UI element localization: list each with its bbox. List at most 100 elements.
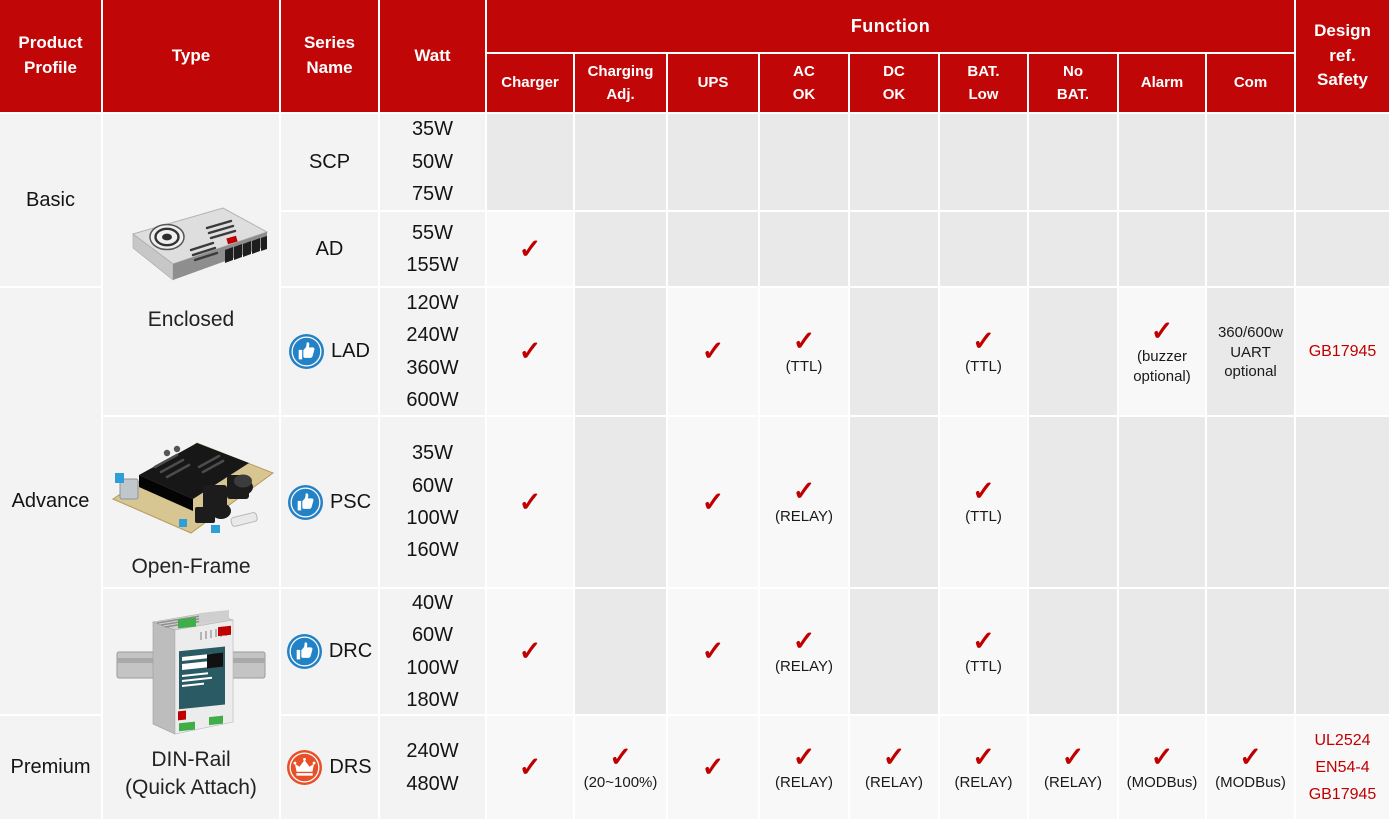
open-frame-psu-image bbox=[111, 442, 275, 534]
checkmark-icon: ✓ bbox=[1150, 315, 1174, 346]
series-label: AD bbox=[315, 237, 344, 260]
header-bat-low: BAT. Low bbox=[940, 54, 1027, 112]
checkmark-icon: ✓ bbox=[701, 486, 725, 517]
watt-ad: 55W 155W bbox=[380, 212, 485, 286]
series-lad: LAD bbox=[281, 288, 378, 415]
cell-scp-ac-ok bbox=[760, 114, 848, 210]
cell-drs-bat-low: ✓ (RELAY) bbox=[940, 716, 1027, 819]
checkmark-icon: ✓ bbox=[609, 741, 632, 772]
cell-lad-charger: ✓ bbox=[487, 288, 573, 415]
crown-icon bbox=[287, 750, 323, 785]
safety-drs: UL2524 EN54-4 GB17945 bbox=[1296, 716, 1389, 819]
checkmark-icon: ✓ bbox=[792, 476, 816, 507]
cell-drs-charging-adj: ✓ (20~100%) bbox=[575, 716, 666, 819]
cell-ad-ups bbox=[668, 212, 758, 286]
series-label: SCP bbox=[308, 150, 351, 173]
cell-psc-com bbox=[1207, 417, 1294, 587]
checkmark-icon: ✓ bbox=[972, 476, 995, 507]
cell-drc-bat-low: ✓ (TTL) bbox=[940, 589, 1027, 714]
header-no-bat: No BAT. bbox=[1029, 54, 1117, 112]
cell-lad-bat-low: ✓ (TTL) bbox=[940, 288, 1027, 415]
cell-drc-no-bat bbox=[1029, 589, 1117, 714]
checkmark-icon: ✓ bbox=[972, 625, 995, 656]
cell-psc-dc-ok bbox=[850, 417, 938, 587]
cell-note: (TTL) bbox=[965, 357, 1002, 375]
type-open-frame: Open-Frame bbox=[103, 417, 279, 587]
checkmark-icon: ✓ bbox=[1061, 741, 1085, 772]
checkmark-icon: ✓ bbox=[882, 741, 906, 772]
din-rail-psu-image bbox=[116, 609, 266, 735]
cell-note: (buzzer optional) bbox=[1133, 348, 1191, 385]
thumbs-up-icon bbox=[286, 634, 322, 669]
series-label: DRS bbox=[329, 756, 372, 779]
series-drc: DRC bbox=[281, 589, 378, 714]
header-type: Type bbox=[103, 0, 279, 112]
header-design-ref-safety: Design ref. Safety bbox=[1296, 0, 1389, 112]
checkmark-icon: ✓ bbox=[518, 336, 542, 367]
cell-psc-charging-adj bbox=[575, 417, 666, 587]
cell-drc-com bbox=[1207, 589, 1294, 714]
cell-drc-charging-adj bbox=[575, 589, 666, 714]
cell-drc-dc-ok bbox=[850, 589, 938, 714]
cell-drs-alarm: ✓ (MODBus) bbox=[1119, 716, 1205, 819]
series-psc: PSC bbox=[281, 417, 378, 587]
cell-drs-com: ✓ (MODBus) bbox=[1207, 716, 1294, 819]
cell-note: (TTL) bbox=[785, 357, 823, 375]
thumbs-up-icon bbox=[289, 334, 325, 369]
header-series-name: Series Name bbox=[281, 0, 378, 112]
header-charger: Charger bbox=[487, 54, 573, 112]
cell-lad-alarm: ✓ (buzzer optional) bbox=[1119, 288, 1205, 415]
cell-psc-ups: ✓ bbox=[668, 417, 758, 587]
profile-premium: Premium bbox=[0, 716, 101, 819]
checkmark-icon: ✓ bbox=[972, 325, 995, 356]
checkmark-icon: ✓ bbox=[701, 752, 725, 783]
header-charging-adj: Charging Adj. bbox=[575, 54, 666, 112]
header-product-profile: Product Profile bbox=[0, 0, 101, 112]
cell-drc-alarm bbox=[1119, 589, 1205, 714]
series-drs: DRS bbox=[281, 716, 378, 819]
series-label: PSC bbox=[329, 490, 372, 513]
cell-ad-charger: ✓ bbox=[487, 212, 573, 286]
checkmark-icon: ✓ bbox=[1150, 741, 1174, 772]
type-label: DIN-Rail (Quick Attach) bbox=[125, 747, 257, 799]
header-com: Com bbox=[1207, 54, 1294, 112]
cell-scp-no-bat bbox=[1029, 114, 1117, 210]
cell-note: (TTL) bbox=[965, 508, 1002, 526]
cell-note: (RELAY) bbox=[864, 773, 924, 791]
checkmark-icon: ✓ bbox=[518, 233, 542, 264]
profile-advance: Advance bbox=[0, 288, 101, 714]
cell-drs-no-bat: ✓ (RELAY) bbox=[1029, 716, 1117, 819]
safety-lad: GB17945 bbox=[1296, 288, 1389, 415]
header-watt: Watt bbox=[380, 0, 485, 112]
type-enclosed: Enclosed bbox=[103, 114, 279, 415]
type-label: Open-Frame bbox=[131, 554, 251, 578]
cell-lad-com: 360/600w UART optional bbox=[1207, 288, 1294, 415]
cell-note: (RELAY) bbox=[774, 773, 834, 791]
checkmark-icon: ✓ bbox=[972, 741, 995, 772]
cell-psc-charger: ✓ bbox=[487, 417, 573, 587]
checkmark-icon: ✓ bbox=[518, 636, 542, 667]
cell-scp-dc-ok bbox=[850, 114, 938, 210]
cell-drc-charger: ✓ bbox=[487, 589, 573, 714]
cell-note: (RELAY) bbox=[954, 773, 1013, 791]
series-scp: SCP bbox=[281, 114, 378, 210]
watt-drc: 40W 60W 100W 180W bbox=[380, 589, 485, 714]
cell-ad-com bbox=[1207, 212, 1294, 286]
watt-lad: 120W 240W 360W 600W bbox=[380, 288, 485, 415]
cell-ad-alarm bbox=[1119, 212, 1205, 286]
cell-drc-ac-ok: ✓ (RELAY) bbox=[760, 589, 848, 714]
cell-scp-ups bbox=[668, 114, 758, 210]
watt-scp: 35W 50W 75W bbox=[380, 114, 485, 210]
cell-ad-bat-low bbox=[940, 212, 1027, 286]
cell-scp-charger bbox=[487, 114, 573, 210]
checkmark-icon: ✓ bbox=[518, 486, 542, 517]
cell-lad-charging-adj bbox=[575, 288, 666, 415]
cell-ad-dc-ok bbox=[850, 212, 938, 286]
watt-psc: 35W 60W 100W 160W bbox=[380, 417, 485, 587]
enclosed-psu-image bbox=[131, 207, 269, 281]
thumbs-up-icon bbox=[287, 484, 323, 520]
cell-ad-charging-adj bbox=[575, 212, 666, 286]
series-ad: AD bbox=[281, 212, 378, 286]
